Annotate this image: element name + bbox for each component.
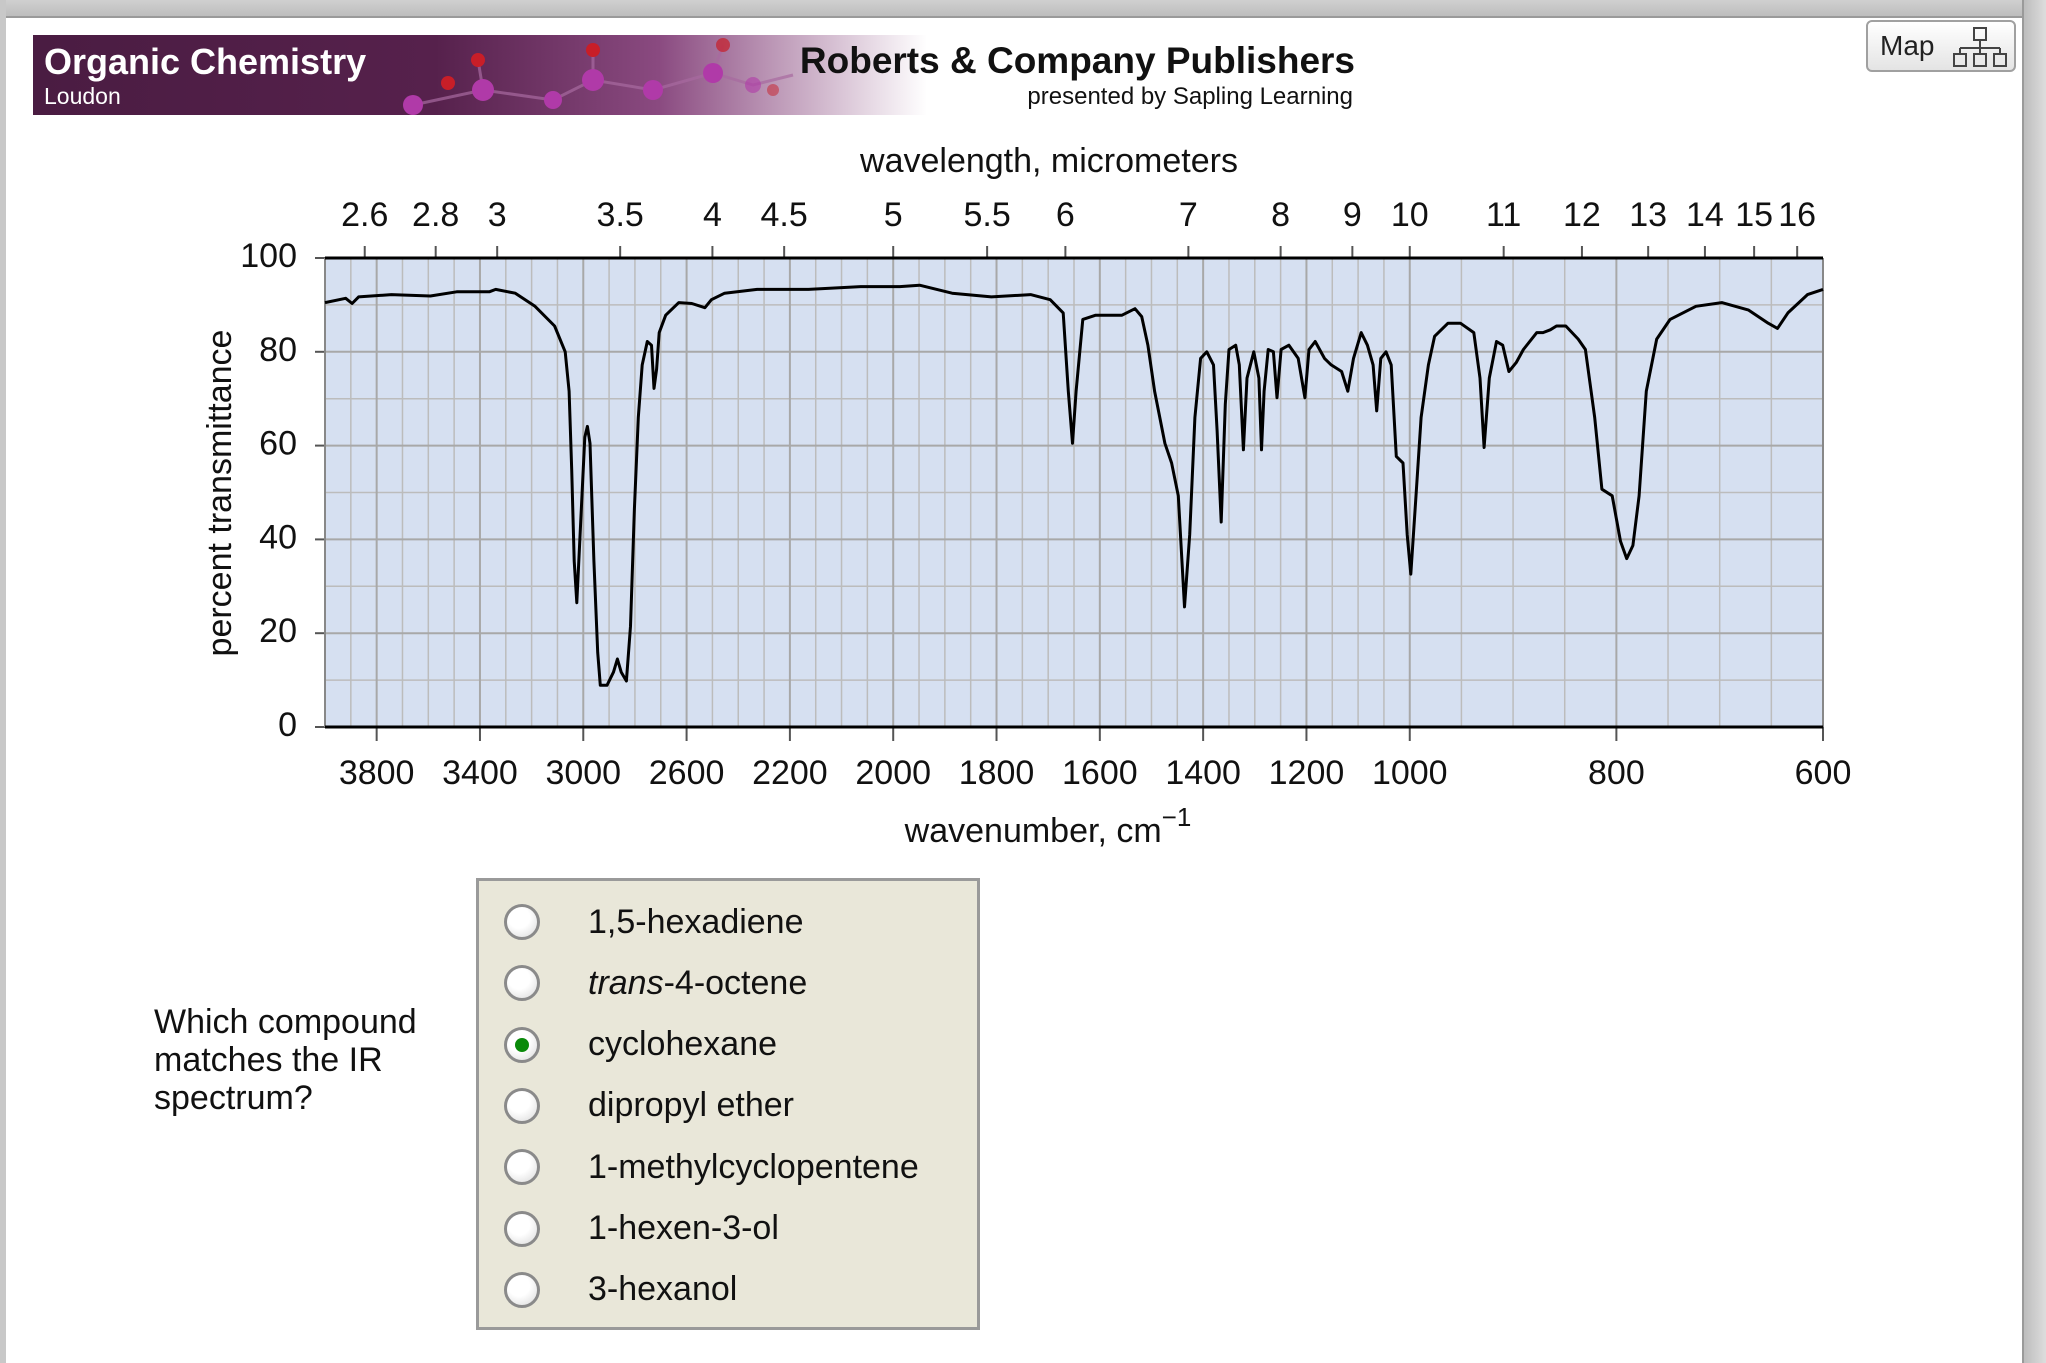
option-label-text: dipropyl ether xyxy=(588,1086,795,1125)
option-label-text: -4-octene xyxy=(663,963,808,1002)
option-row[interactable]: 3-hexanol xyxy=(479,1265,737,1315)
x2-tick-label: 3 xyxy=(488,196,507,234)
banner-molecules xyxy=(403,38,794,115)
option-row[interactable]: cyclohexane xyxy=(479,1020,777,1070)
option-label-italic: trans xyxy=(588,963,664,1002)
x-tick-label: 3000 xyxy=(545,754,621,792)
presenter: presented by Sapling Learning xyxy=(1027,83,1353,110)
x-tick-label: 1000 xyxy=(1372,754,1448,792)
radio-button[interactable] xyxy=(504,965,540,1002)
x-tick-label: 2000 xyxy=(855,754,931,792)
x-tick-label: 1200 xyxy=(1269,754,1345,792)
x-tick-label: 2200 xyxy=(752,754,828,792)
y-tick-label: 80 xyxy=(259,331,297,369)
y-axis-title: percent transmittance xyxy=(201,330,239,657)
option-label: trans-4-octene xyxy=(588,964,807,1003)
x2-tick-label: 4.5 xyxy=(761,196,808,234)
radio-button[interactable] xyxy=(504,1026,540,1063)
x-tick-label: 1400 xyxy=(1165,754,1241,792)
option-label: 1-hexen-3-ol xyxy=(588,1209,779,1248)
x2-tick-label: 4 xyxy=(703,196,722,234)
left-frame xyxy=(0,0,6,1363)
banner: Organic Chemistry Loudon xyxy=(33,35,927,115)
map-button-label: Map xyxy=(1880,30,1935,61)
map-button[interactable]: Map xyxy=(1866,20,2016,72)
y-tick-label: 20 xyxy=(259,612,297,650)
top-bar xyxy=(0,0,2046,18)
map-icon xyxy=(1953,27,2007,67)
radio-button[interactable] xyxy=(504,1271,540,1308)
option-label-text: 1-methylcyclopentene xyxy=(588,1147,919,1186)
x-axis-title-superscript: −1 xyxy=(1162,802,1192,832)
options-box: 1,5-hexadiene trans-4-octene cyclohexane di… xyxy=(476,878,980,1330)
y-tick-label: 0 xyxy=(278,706,297,744)
x2-tick-label: 15 xyxy=(1735,196,1773,234)
radio-button[interactable] xyxy=(504,1210,540,1247)
option-label: 1,5-hexadiene xyxy=(588,903,804,942)
radio-button[interactable] xyxy=(504,904,540,940)
option-label: 1-methylcyclopentene xyxy=(588,1148,919,1187)
x2-tick-label: 2.6 xyxy=(341,196,388,234)
question-text: Which compound matches the IR spectrum? xyxy=(154,1003,417,1117)
x2-tick-label: 9 xyxy=(1343,196,1362,234)
option-row[interactable]: trans-4-octene xyxy=(479,958,807,1008)
publisher: Roberts & Company Publishers xyxy=(799,40,1355,81)
option-row[interactable]: 1-methylcyclopentene xyxy=(479,1142,919,1192)
x-tick-label: 3800 xyxy=(339,754,415,792)
x2-tick-label: 8 xyxy=(1271,196,1290,234)
course-title: Organic Chemistry xyxy=(44,41,367,82)
option-row[interactable]: 1-hexen-3-ol xyxy=(479,1204,779,1254)
x-tick-label: 600 xyxy=(1795,754,1852,792)
x-tick-label: 2600 xyxy=(649,754,725,792)
option-label: 3-hexanol xyxy=(588,1270,737,1309)
radio-button[interactable] xyxy=(504,1087,540,1124)
option-row[interactable]: 1,5-hexadiene xyxy=(479,897,804,947)
radio-selected-dot xyxy=(515,1037,529,1052)
x-axis-title: wavenumber, cm−1 xyxy=(904,802,1192,850)
x2-axis-title: wavelength, micrometers xyxy=(859,142,1238,180)
x2-tick-label: 13 xyxy=(1629,196,1667,234)
y-tick-label: 60 xyxy=(259,425,297,463)
x-tick-label: 1600 xyxy=(1062,754,1138,792)
x2-tick-label: 7 xyxy=(1179,196,1198,234)
option-label-text: 1-hexen-3-ol xyxy=(588,1209,779,1247)
option-row[interactable]: dipropyl ether xyxy=(479,1081,794,1131)
option-label-text: 3-hexanol xyxy=(588,1270,738,1309)
y-tick-label: 40 xyxy=(259,518,297,556)
x2-tick-label: 5 xyxy=(884,196,903,234)
x-axis-title-main: wavenumber, cm xyxy=(904,812,1162,850)
x2-tick-label: 6 xyxy=(1056,196,1075,234)
x2-tick-label: 14 xyxy=(1686,196,1724,234)
option-label: dipropyl ether xyxy=(588,1086,794,1125)
y-tick-label: 100 xyxy=(240,237,297,275)
x2-tick-label: 10 xyxy=(1391,196,1429,234)
course-author: Loudon xyxy=(44,83,121,109)
option-label-text: cyclohexane xyxy=(588,1025,778,1064)
x2-tick-label: 12 xyxy=(1563,196,1601,234)
x-tick-label: 1800 xyxy=(959,754,1035,792)
x2-tick-label: 11 xyxy=(1486,196,1521,234)
x-tick-label: 800 xyxy=(1588,754,1645,792)
x2-tick-label: 16 xyxy=(1778,196,1816,234)
x2-tick-label: 3.5 xyxy=(597,196,644,234)
option-label: cyclohexane xyxy=(588,1025,777,1064)
x2-tick-label: 2.8 xyxy=(412,196,459,234)
x2-tick-label: 5.5 xyxy=(963,196,1010,234)
spectrum-line xyxy=(324,283,1824,687)
x-tick-label: 3400 xyxy=(442,754,518,792)
right-frame xyxy=(2022,0,2046,1363)
option-label-text: 1,5-hexadiene xyxy=(588,902,804,941)
radio-button[interactable] xyxy=(504,1149,540,1186)
